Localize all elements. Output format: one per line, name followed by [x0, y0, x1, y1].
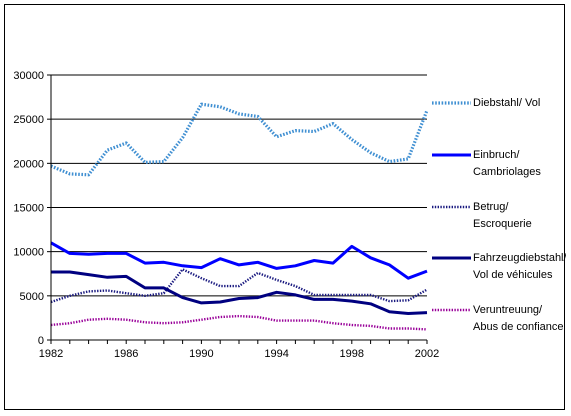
y-tick-label: 20000: [13, 158, 44, 170]
legend-label: Vol de véhicules: [473, 269, 553, 281]
legend-label: Abus de confiance: [473, 321, 564, 333]
legend-label: Einbruch/: [473, 149, 520, 161]
legend: Diebstahl/ Vol Einbruch/Cambriolages Betru…: [432, 97, 566, 333]
x-tick-label: 1986: [114, 348, 138, 360]
line-chart: 0 5000 10000 15000 20000 25000 30000 1982 1986 19…: [13, 70, 566, 360]
legend-label: Escroquerie: [473, 218, 532, 230]
y-tick-label: 30000: [13, 70, 44, 82]
x-tick-label: 1990: [189, 348, 213, 360]
series-line-0: [50, 102, 429, 177]
gridlines: [51, 74, 427, 297]
series-line-1: [50, 241, 428, 280]
legend-label: Cambriolages: [473, 166, 541, 178]
x-tick-label: 1982: [39, 348, 63, 360]
y-tick-label: 15000: [13, 203, 44, 215]
legend-label: Veruntreuung/: [473, 304, 543, 316]
legend-label: Fahrzeugdiebstahl/: [473, 252, 566, 264]
series-line-3: [51, 270, 428, 315]
series-line-4: [50, 314, 428, 331]
x-tick-label: 1994: [264, 348, 288, 360]
y-tick-label: 0: [38, 335, 44, 347]
legend-label: Betrug/: [473, 201, 509, 213]
y-tick-label: 10000: [13, 247, 44, 259]
y-tick-label: 5000: [20, 291, 44, 303]
y-tick-label: 25000: [13, 114, 44, 126]
series-group: [50, 102, 429, 331]
axes: 0 5000 10000 15000 20000 25000 30000 1982 1986 19…: [13, 70, 439, 360]
legend-label: Diebstahl/ Vol: [473, 97, 540, 109]
x-tick-label: 2002: [415, 348, 439, 360]
x-tick-label: 1998: [340, 348, 364, 360]
chart-frame: 0 5000 10000 15000 20000 25000 30000 1982 1986 19…: [4, 4, 566, 410]
series-line-2: [50, 268, 428, 304]
